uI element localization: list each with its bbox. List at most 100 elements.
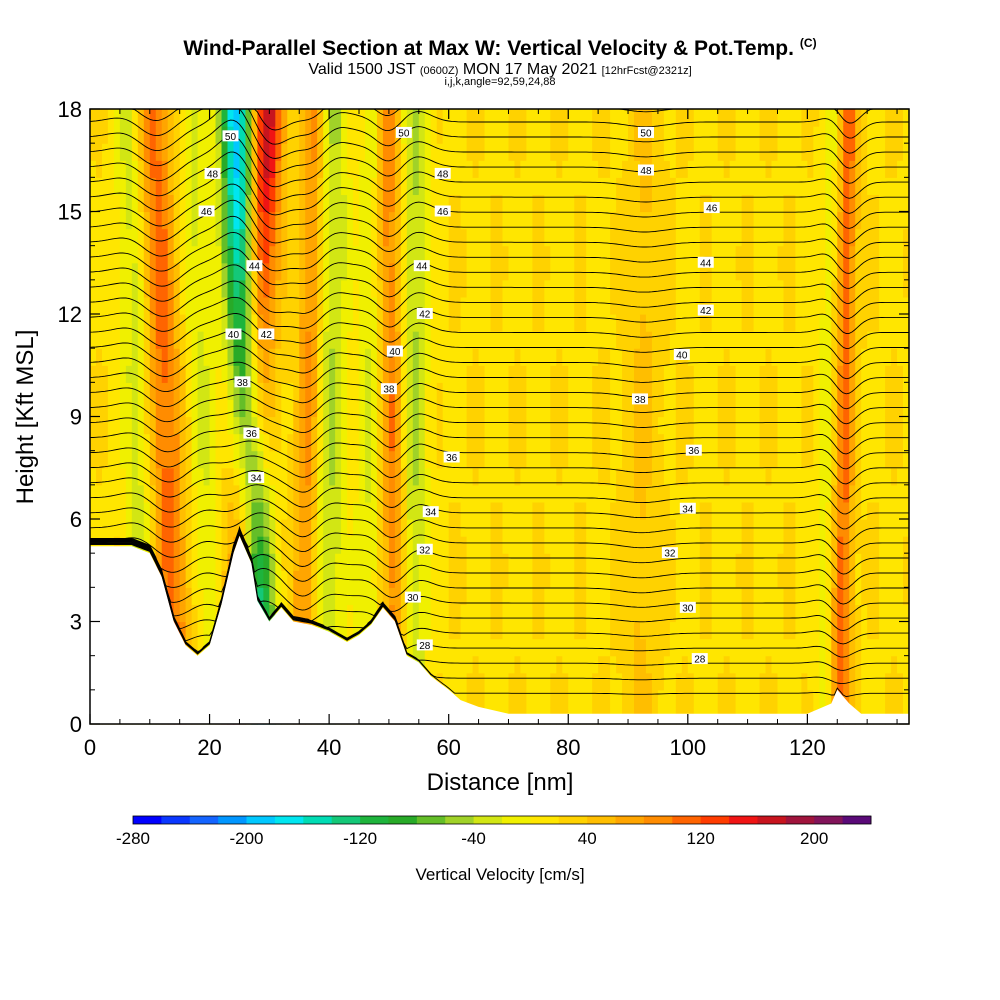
velocity-cell	[873, 689, 880, 708]
velocity-cell	[514, 314, 522, 332]
velocity-cell	[197, 450, 205, 469]
velocity-cell	[669, 484, 677, 503]
velocity-cell	[831, 109, 838, 127]
velocity-cell	[574, 279, 581, 298]
velocity-cell	[556, 382, 563, 401]
velocity-cell	[568, 211, 575, 230]
velocity-cell	[376, 587, 384, 606]
velocity-cell	[568, 365, 575, 383]
velocity-cell	[161, 536, 169, 554]
velocity-cell	[203, 245, 211, 264]
velocity-cell	[335, 399, 342, 418]
velocity-cell	[400, 211, 408, 230]
velocity-cell	[418, 160, 426, 178]
velocity-cell	[514, 570, 522, 588]
velocity-cell	[681, 587, 689, 606]
velocity-cell	[269, 348, 276, 366]
velocity-cell	[837, 501, 844, 520]
velocity-cell	[305, 501, 312, 520]
velocity-cell	[269, 279, 276, 298]
velocity-cell	[891, 382, 898, 401]
velocity-cell	[819, 177, 826, 196]
velocity-cell	[203, 553, 211, 571]
velocity-cell	[861, 177, 868, 196]
velocity-cell	[197, 399, 205, 418]
velocity-cell	[783, 553, 791, 571]
velocity-cell	[424, 245, 432, 264]
velocity-cell	[891, 365, 898, 383]
velocity-cell	[634, 314, 641, 332]
velocity-cell	[424, 553, 432, 571]
velocity-cell	[179, 365, 187, 383]
velocity-cell	[759, 228, 767, 247]
chart-subtitle: Valid 1500 JST (0600Z) MON 17 May 2021 […	[0, 61, 1000, 79]
velocity-cell	[759, 382, 767, 401]
velocity-cell	[687, 382, 695, 401]
velocity-cell	[885, 365, 892, 383]
velocity-cell	[149, 519, 157, 537]
velocity-cell	[795, 587, 802, 606]
velocity-cell	[394, 194, 402, 213]
velocity-cell	[107, 296, 115, 315]
velocity-cell	[514, 621, 522, 640]
velocity-cell	[149, 296, 157, 315]
velocity-cell	[364, 177, 372, 196]
velocity-cell	[424, 211, 432, 230]
velocity-cell	[723, 467, 731, 486]
velocity-cell	[657, 604, 665, 623]
velocity-cell	[209, 399, 217, 418]
velocity-cell	[610, 348, 617, 366]
velocity-cell	[580, 604, 587, 623]
velocity-cell	[903, 365, 910, 383]
velocity-cell	[538, 501, 545, 520]
velocity-cell	[687, 160, 695, 178]
velocity-cell	[197, 348, 205, 366]
velocity-cell	[693, 109, 701, 127]
velocity-cell	[257, 262, 264, 281]
velocity-cell	[125, 160, 133, 178]
terrain-area	[90, 536, 909, 724]
velocity-cell	[335, 553, 342, 571]
velocity-cell	[490, 399, 498, 418]
velocity-cell	[287, 450, 294, 469]
velocity-cell	[801, 160, 808, 178]
velocity-cell	[663, 570, 671, 588]
velocity-cell	[723, 177, 731, 196]
velocity-cell	[574, 211, 581, 230]
velocity-cell	[496, 348, 504, 366]
velocity-cell	[305, 245, 312, 264]
velocity-cell	[269, 126, 276, 144]
velocity-cell	[616, 399, 623, 418]
velocity-cell	[359, 604, 366, 623]
velocity-cell	[167, 484, 175, 503]
velocity-cell	[233, 433, 241, 452]
velocity-cell	[466, 194, 474, 213]
velocity-cell	[747, 638, 755, 657]
velocity-cell	[681, 450, 689, 469]
velocity-cell	[496, 638, 504, 657]
velocity-cell	[484, 570, 492, 588]
velocity-cell	[448, 587, 456, 606]
velocity-cell	[227, 467, 235, 486]
velocity-cell	[311, 450, 318, 469]
velocity-cell	[669, 177, 677, 196]
velocity-cell	[227, 262, 235, 281]
velocity-cell	[903, 638, 910, 657]
velocity-cell	[424, 177, 432, 196]
velocity-cell	[675, 604, 683, 623]
velocity-cell	[329, 484, 336, 503]
velocity-cell	[586, 416, 593, 435]
velocity-cell	[143, 126, 151, 144]
isentrope-line	[89, 183, 909, 230]
velocity-cell	[705, 587, 713, 606]
velocity-cell	[622, 160, 629, 178]
velocity-cell	[400, 382, 408, 401]
velocity-cell	[191, 570, 199, 588]
velocity-cell	[855, 416, 862, 435]
velocity-cell	[287, 314, 294, 332]
velocity-cell	[639, 245, 647, 264]
velocity-cell	[813, 604, 820, 623]
velocity-cell	[532, 467, 539, 486]
velocity-cell	[771, 553, 779, 571]
velocity-cell	[251, 484, 258, 503]
